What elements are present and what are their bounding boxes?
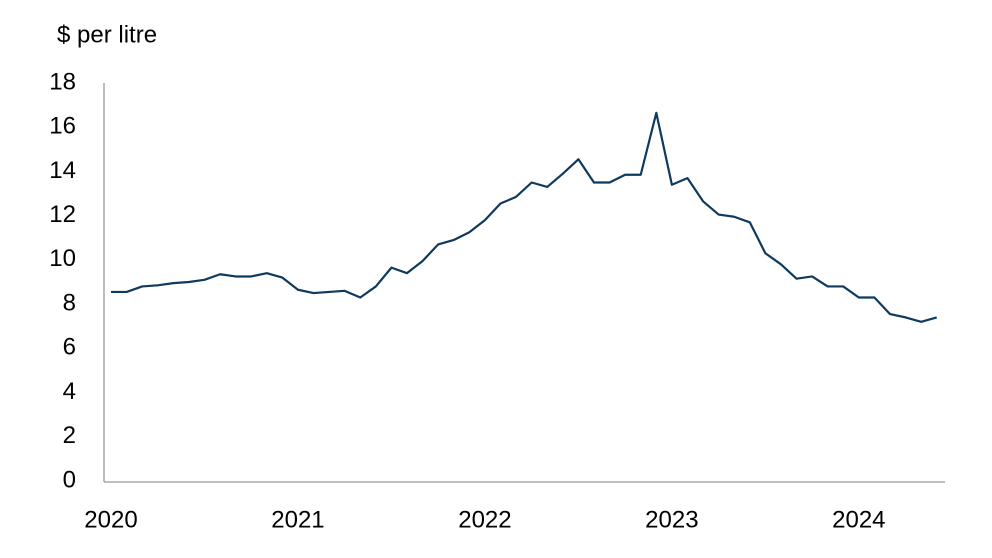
y-tick-label: 10 (49, 245, 76, 272)
y-tick-label: 0 (63, 466, 76, 493)
axis-unit-title: $ per litre (57, 21, 157, 48)
y-tick-label: 12 (49, 201, 76, 228)
data-line (111, 111, 938, 323)
x-tick-label: 2022 (458, 506, 511, 533)
y-tick-label: 14 (49, 157, 76, 184)
x-tick-label: 2020 (84, 506, 137, 533)
y-tick-label: 4 (63, 378, 76, 405)
y-tick-label: 2 (63, 422, 76, 449)
x-tick-label: 2021 (271, 506, 324, 533)
y-tick-label: 18 (49, 68, 76, 95)
y-tick-label: 8 (63, 289, 76, 316)
y-tick-label: 16 (49, 113, 76, 140)
x-tick-label: 2024 (832, 506, 885, 533)
x-tick-label: 2023 (645, 506, 698, 533)
y-tick-label: 6 (63, 334, 76, 361)
